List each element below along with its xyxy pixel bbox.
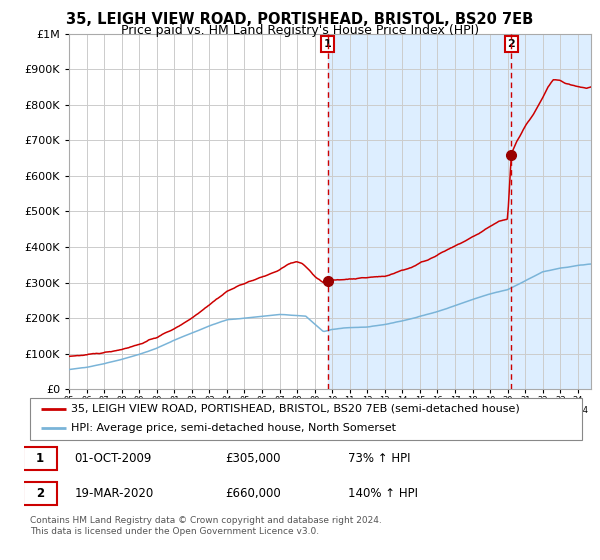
Text: 2: 2 (508, 39, 515, 49)
Text: Contains HM Land Registry data © Crown copyright and database right 2024.
This d: Contains HM Land Registry data © Crown c… (30, 516, 382, 536)
Text: £660,000: £660,000 (225, 487, 281, 500)
Text: HPI: Average price, semi-detached house, North Somerset: HPI: Average price, semi-detached house,… (71, 423, 397, 433)
FancyBboxPatch shape (23, 447, 58, 470)
Bar (328, 34, 591, 389)
Text: 1: 1 (36, 452, 44, 465)
Text: 140% ↑ HPI: 140% ↑ HPI (347, 487, 418, 500)
Text: 35, LEIGH VIEW ROAD, PORTISHEAD, BRISTOL, BS20 7EB (semi-detached house): 35, LEIGH VIEW ROAD, PORTISHEAD, BRISTOL… (71, 404, 520, 414)
FancyBboxPatch shape (23, 482, 58, 505)
Text: 01-OCT-2009: 01-OCT-2009 (74, 452, 152, 465)
Text: 1: 1 (324, 39, 332, 49)
Text: £305,000: £305,000 (225, 452, 280, 465)
Text: 35, LEIGH VIEW ROAD, PORTISHEAD, BRISTOL, BS20 7EB: 35, LEIGH VIEW ROAD, PORTISHEAD, BRISTOL… (67, 12, 533, 27)
Text: 73% ↑ HPI: 73% ↑ HPI (347, 452, 410, 465)
Text: 19-MAR-2020: 19-MAR-2020 (74, 487, 154, 500)
Text: Price paid vs. HM Land Registry's House Price Index (HPI): Price paid vs. HM Land Registry's House … (121, 24, 479, 37)
FancyBboxPatch shape (30, 398, 582, 440)
Text: 2: 2 (36, 487, 44, 500)
